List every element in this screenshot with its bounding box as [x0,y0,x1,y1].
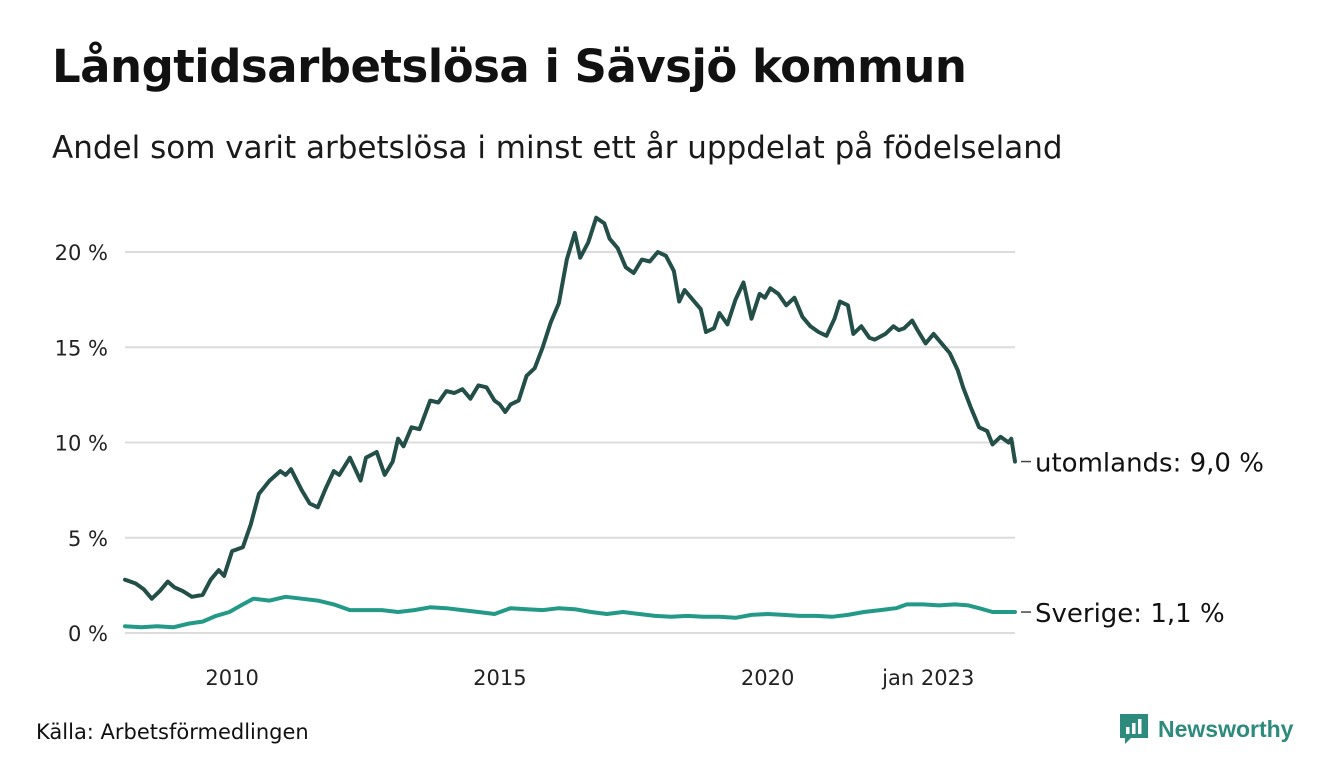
x-tick-label: 2020 [741,666,794,690]
series-line-utomlands [123,215,1017,601]
brand-logo: Newsworthy [1118,712,1293,746]
grid-lines [125,251,1015,634]
series-end-labels: utomlands: 9,0 % Sverige: 1,1 % [1021,449,1264,629]
x-tick-label: 2010 [205,666,258,690]
y-tick-label: 15 % [55,336,108,360]
series-line-sverige [123,594,1017,630]
x-tick-label: jan 2023 [881,666,974,690]
y-tick-label: 5 % [68,527,108,551]
y-tick-label: 0 % [68,622,108,646]
x-axis-ticks: 2010 2015 2020 jan 2023 [205,666,974,690]
source-note: Källa: Arbetsförmedlingen [36,720,309,744]
y-axis-ticks: 0 % 5 % 10 % 15 % 20 % [55,241,108,646]
x-tick-label: 2015 [473,666,526,690]
chart-title: Långtidsarbetslösa i Sävsjö kommun [52,40,967,93]
end-label-utomlands: utomlands: 9,0 % [1035,449,1264,479]
brand-name: Newsworthy [1158,715,1294,742]
chart-subtitle: Andel som varit arbetslösa i minst ett å… [52,130,1063,166]
newsworthy-icon [1120,714,1148,744]
series-lines [123,215,1017,630]
y-tick-label: 20 % [55,241,108,265]
end-label-sverige: Sverige: 1,1 % [1035,599,1225,629]
y-tick-label: 10 % [55,432,108,456]
